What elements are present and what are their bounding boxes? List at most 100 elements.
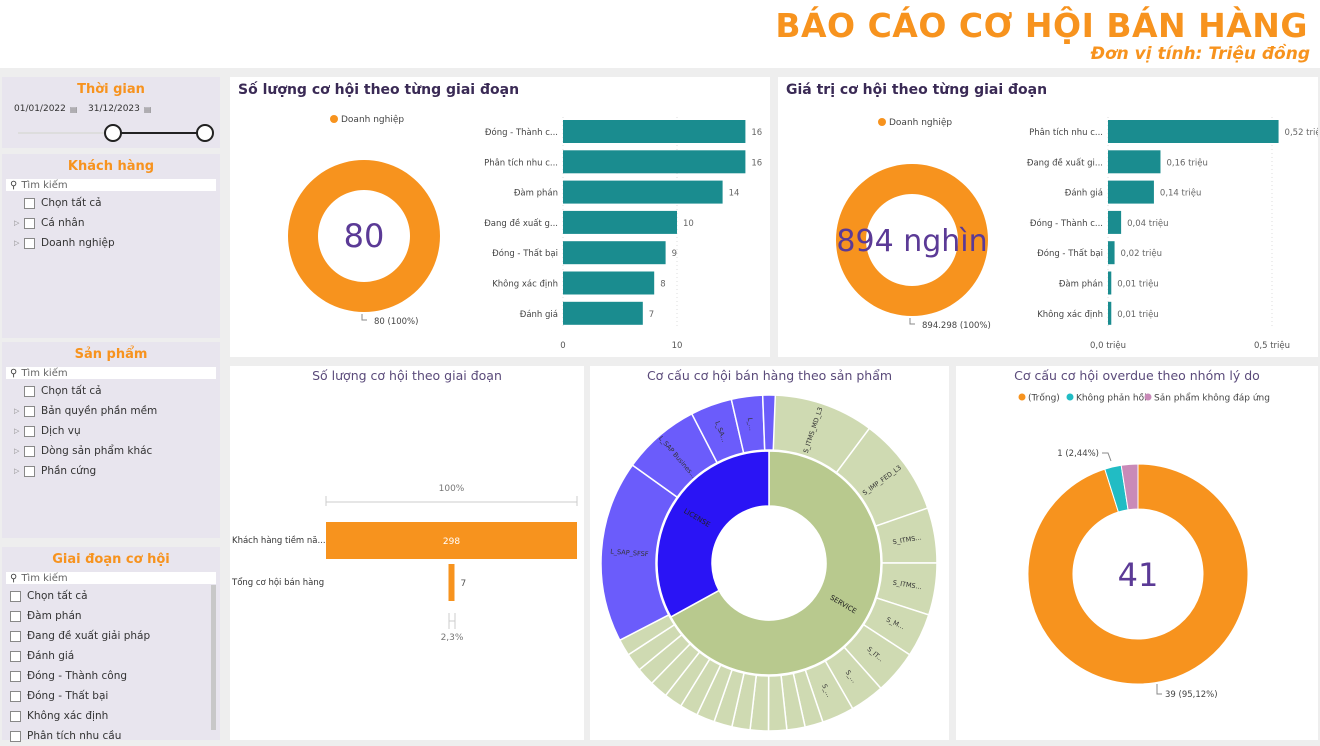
slicer-item-label: Phân tích nhu cầu (27, 730, 122, 742)
search-input[interactable]: ⚲ Tìm kiếm (6, 367, 216, 379)
inner-segment (656, 450, 770, 618)
slicer-item[interactable]: Chọn tất cả (2, 381, 220, 401)
slicer-item[interactable]: Không xác định (2, 706, 220, 726)
search-placeholder: Tìm kiếm (21, 367, 68, 379)
bar (1108, 271, 1112, 295)
expand-icon[interactable]: ▷ (14, 447, 20, 455)
category-label: Đàm phán (514, 189, 558, 199)
slicer-item-label: Dịch vụ (41, 425, 81, 437)
category-label: Đóng - Thất bại (1037, 248, 1103, 259)
calendar-icon[interactable]: ▤ (143, 104, 152, 114)
slicer-item[interactable]: Phân tích nhu cầu (2, 726, 220, 746)
slicer-item[interactable]: Chọn tất cả (2, 586, 220, 606)
checkbox[interactable] (24, 217, 35, 229)
category-label: Không xác định (1037, 309, 1103, 320)
slider-end-handle[interactable] (196, 124, 214, 142)
customer-slicer: Khách hàng ⚲ Tìm kiếm Chọn tất cả ▷ Cá nhân ▷… (2, 154, 220, 338)
checkbox[interactable] (10, 630, 21, 642)
checkbox[interactable] (24, 385, 35, 397)
search-icon: ⚲ (10, 179, 18, 191)
checkbox[interactable] (24, 237, 35, 249)
bar-value-label: 16 (751, 128, 762, 138)
value-by-stage-chart: Doanh nghiệp 894 nghìn 894.298 (100%) 0,0 t… (835, 117, 1318, 351)
count-by-stage-panel: Số lượng cơ hội theo từng giai đoạn Doan… (230, 77, 770, 357)
expand-icon[interactable]: ▷ (14, 407, 20, 415)
slicer-item[interactable]: Đàm phán (2, 606, 220, 626)
kpi-value: 80 (344, 217, 385, 255)
bar-value-label: 16 (751, 158, 762, 168)
end-date-input[interactable]: 31/12/2023 ▤ (88, 104, 151, 114)
slicer-item-label: Dòng sản phẩm khác (41, 445, 153, 457)
checkbox[interactable] (24, 465, 35, 477)
checkbox[interactable] (10, 690, 21, 702)
slicer-item[interactable]: ▷ Cá nhân (2, 213, 220, 233)
search-placeholder: Tìm kiếm (21, 179, 68, 191)
slicer-item[interactable]: Chọn tất cả (2, 193, 220, 213)
checkbox[interactable] (10, 670, 21, 682)
checkbox[interactable] (24, 197, 35, 209)
start-date-input[interactable]: 01/01/2022 ▤ (14, 104, 77, 114)
kpi-value: 894 nghìn (836, 224, 987, 259)
checkbox[interactable] (10, 610, 21, 622)
bottom-percent: 2,3% (441, 633, 464, 643)
search-icon: ⚲ (10, 367, 18, 379)
category-label: Đóng - Thành c... (1030, 218, 1103, 229)
checkbox[interactable] (10, 710, 21, 722)
slicer-item[interactable]: Đánh giá (2, 646, 220, 666)
expand-icon[interactable]: ▷ (14, 239, 20, 247)
slicer-item-label: Chọn tất cả (27, 590, 88, 602)
funnel-bar (448, 564, 455, 601)
report-header: BÁO CÁO CƠ HỘI BÁN HÀNG Đơn vị tính: Tri… (0, 0, 1320, 68)
overdue-donut-chart: (Trống) Không phản hồi Sản phẩm không đáp … (1018, 393, 1270, 700)
slicer-item-label: Không xác định (27, 710, 109, 722)
slicer-item[interactable]: ▷ Phần cứng (2, 461, 220, 481)
slicer-item[interactable]: Đóng - Thành công (2, 666, 220, 686)
leader-line (361, 314, 367, 321)
bar-value-label: 8 (660, 280, 665, 290)
segment-label: L_... (746, 417, 756, 431)
checkbox[interactable] (24, 445, 35, 457)
slicer-item-label: Cá nhân (41, 217, 85, 229)
bar (563, 271, 655, 295)
search-placeholder: Tìm kiếm (21, 572, 68, 584)
category-label: Đang đề xuất gi... (1027, 157, 1103, 168)
slicer-item[interactable]: ▷ Doanh nghiệp (2, 233, 220, 253)
category-label: Đàm phán (1059, 280, 1103, 290)
expand-icon[interactable]: ▷ (14, 427, 20, 435)
slicer-title: Giai đoạn cơ hội (52, 552, 170, 567)
slicer-item[interactable]: Đóng - Thất bại (2, 686, 220, 706)
scrollbar[interactable] (211, 585, 216, 730)
calendar-icon[interactable]: ▤ (69, 104, 78, 114)
slicer-item-label: Đóng - Thành công (27, 670, 128, 682)
slicer-item[interactable]: Đang đề xuất giải pháp (2, 626, 220, 646)
expand-icon[interactable]: ▷ (14, 219, 20, 227)
checkbox[interactable] (24, 425, 35, 437)
bar-value-label: 10 (683, 219, 694, 229)
category-label: Đang đề xuất g... (484, 218, 558, 229)
slicer-item[interactable]: ▷ Dòng sản phẩm khác (2, 441, 220, 461)
checkbox[interactable] (10, 650, 21, 662)
donut-slice (1120, 463, 1139, 511)
slicer-item[interactable]: ▷ Bản quyền phần mềm (2, 401, 220, 421)
checkbox[interactable] (24, 405, 35, 417)
bar-value-label: 7 (649, 310, 654, 320)
bar (1108, 241, 1115, 265)
legend-marker (1066, 393, 1074, 401)
count-by-stage-chart: Doanh nghiệp 80 80 (100%) 0 10 Đóng - Thành c… (287, 114, 762, 351)
slicer-item[interactable]: ▷ Dịch vụ (2, 421, 220, 441)
chart-title: Số lượng cơ hội theo giai đoạn (312, 368, 502, 383)
chart-title: Cơ cấu cơ hội bán hàng theo sản phẩm (646, 368, 893, 383)
search-input[interactable]: ⚲ Tìm kiếm (6, 572, 216, 584)
value-by-stage-panel: Giá trị cơ hội theo từng giai đoạn Doanh… (778, 77, 1318, 357)
expand-icon[interactable]: ▷ (14, 467, 20, 475)
slicer-item-label: Đàm phán (27, 610, 82, 622)
slicer-title: Khách hàng (67, 159, 155, 174)
bar (563, 150, 746, 174)
slicer-item-label: Chọn tất cả (41, 197, 102, 209)
search-input[interactable]: ⚲ Tìm kiếm (6, 179, 216, 191)
funnel-bar (326, 522, 577, 559)
slider-start-handle[interactable] (104, 124, 122, 142)
checkbox[interactable] (10, 590, 21, 602)
funnel-panel: Số lượng cơ hội theo giai đoạn 100% Khách… (230, 366, 584, 740)
inner-segment (669, 450, 882, 676)
